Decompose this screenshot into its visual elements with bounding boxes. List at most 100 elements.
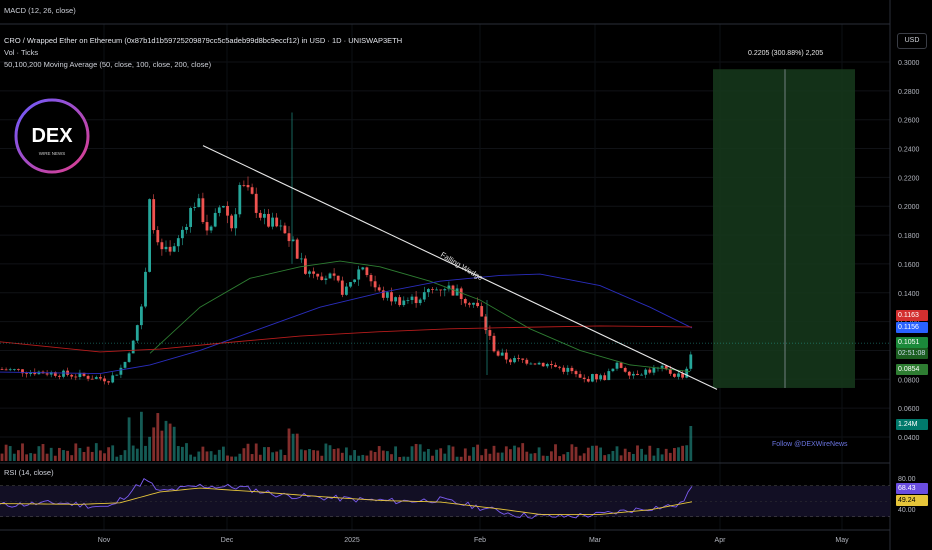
volume-bar	[332, 449, 336, 461]
volume-bar	[345, 447, 348, 461]
candle-body	[90, 378, 94, 380]
candle-body	[578, 374, 582, 378]
candle-body	[217, 207, 221, 213]
volume-bar	[406, 456, 410, 461]
candle-body	[529, 363, 533, 365]
time-tick-label: Mar	[589, 537, 602, 544]
candle-body	[111, 375, 115, 383]
volume-bar	[33, 453, 37, 461]
candle-body	[316, 273, 320, 277]
volume-bar	[78, 448, 82, 461]
candle-body	[377, 287, 381, 291]
volume-bar	[373, 451, 377, 461]
follow-text[interactable]: Follow @DEXWireNews	[772, 441, 848, 448]
volume-bar	[49, 447, 53, 461]
candle-body	[484, 316, 488, 331]
volume-bar	[644, 454, 648, 461]
candle-body	[127, 353, 131, 362]
candle-body	[230, 215, 233, 229]
volume-bar	[340, 452, 344, 461]
candle-body	[500, 352, 504, 356]
rsi-pane	[0, 485, 890, 518]
volume-bar	[554, 444, 557, 461]
candle-body	[615, 362, 619, 369]
volume-bar	[103, 453, 106, 461]
candle-body	[271, 217, 274, 227]
volume-bar	[443, 453, 447, 461]
volume-bar	[673, 448, 676, 461]
candle-body	[0, 369, 4, 371]
candle-body	[119, 367, 123, 375]
candle-body	[45, 373, 49, 375]
volume-bar	[99, 450, 102, 461]
volume-bar	[82, 451, 86, 461]
candle-body	[623, 367, 627, 372]
price-axis: 0.3000 0.2800 0.2600 0.2400 0.2200 0.2000 0.18…	[898, 60, 920, 442]
candle-body	[263, 213, 266, 218]
candle-body	[8, 369, 12, 371]
volume-bar	[365, 455, 369, 461]
price-tick-label: 0.2200	[898, 175, 920, 182]
volume-bar	[632, 453, 635, 461]
price-tick-label: 0.2800	[898, 89, 920, 96]
volume-bar	[504, 446, 508, 461]
candle-body	[86, 375, 90, 379]
volume-bar	[492, 445, 496, 461]
candle-body	[82, 372, 86, 376]
candle-body	[611, 368, 615, 372]
volume-bar	[160, 430, 164, 461]
volume-bar	[115, 456, 119, 461]
volume-bar	[12, 453, 16, 461]
volume-bar	[131, 445, 135, 461]
volume-bar	[369, 450, 373, 461]
rsi-axis: 80.00 40.00	[898, 476, 916, 514]
volume-bar	[381, 450, 385, 461]
candle-body	[283, 225, 287, 234]
candle-body	[156, 230, 160, 243]
volume-bar	[66, 450, 69, 461]
candle-body	[455, 288, 459, 296]
volume-bar	[550, 451, 553, 461]
volume-bar	[529, 453, 533, 461]
volume-bar	[328, 445, 332, 461]
candle-body	[550, 364, 553, 365]
candle-body	[58, 375, 61, 377]
volume-bar	[619, 455, 623, 461]
volume-bar	[279, 449, 283, 461]
candle-body	[554, 364, 557, 367]
ma50-price-tag: 0.0854	[896, 364, 928, 375]
volume-bar	[681, 445, 684, 461]
volume-bar	[267, 447, 270, 461]
macd-label: MACD (12, 26, close)	[4, 6, 76, 15]
volume-bar	[283, 455, 287, 461]
volume-bar	[193, 456, 197, 461]
candle-body	[250, 187, 254, 194]
candle-body	[640, 374, 643, 376]
candle-body	[62, 370, 65, 377]
volume-bar	[427, 448, 430, 461]
candle-body	[414, 296, 418, 304]
candle-body	[340, 280, 344, 295]
candle-body	[205, 222, 209, 231]
price-tick-label: 0.0600	[898, 406, 920, 413]
candle-body	[480, 306, 484, 317]
candle-body	[439, 289, 443, 291]
candle-body	[488, 330, 492, 336]
volume-bar	[533, 453, 537, 461]
volume-bar	[398, 456, 402, 461]
volume-bar	[402, 456, 406, 461]
volume-bar	[176, 446, 180, 461]
candle-body	[123, 361, 127, 368]
candle-body	[140, 306, 143, 326]
candle-body	[254, 193, 258, 213]
volume-bar	[164, 420, 168, 461]
volume-bar	[394, 446, 397, 461]
candle-body	[70, 374, 74, 377]
candle-body	[324, 278, 328, 281]
candle-body	[164, 246, 168, 250]
currency-button[interactable]: USD	[897, 33, 927, 49]
candle-body	[689, 354, 693, 369]
ma200-line	[0, 325, 693, 353]
candle-body	[135, 325, 139, 341]
